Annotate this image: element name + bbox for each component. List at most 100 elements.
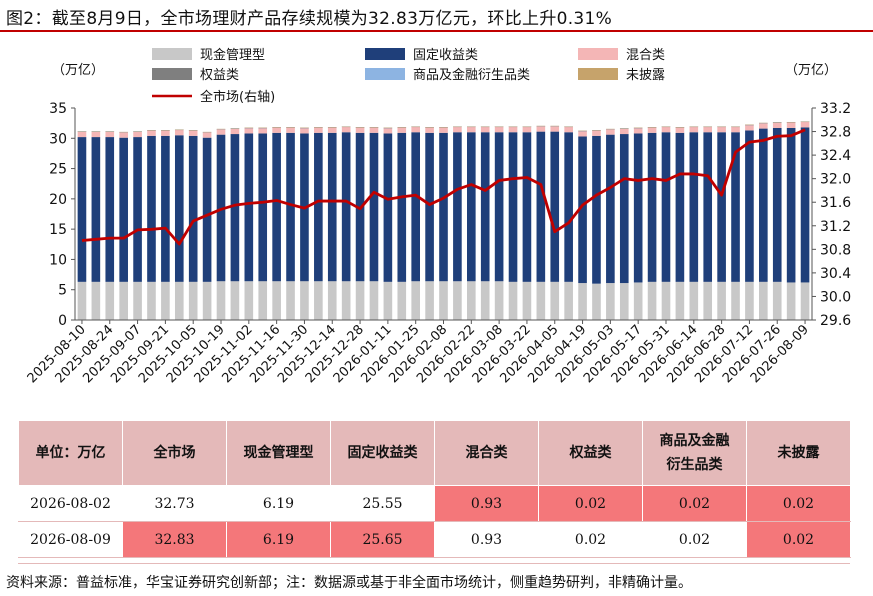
bar-segment <box>647 132 657 282</box>
bar-segment <box>759 281 768 320</box>
bar-segment <box>508 132 518 282</box>
left-axis-unit: （万亿） <box>52 63 104 78</box>
table-header-mixed: 混合类 <box>434 420 539 486</box>
bar-segment <box>300 127 309 134</box>
bar-segment <box>272 281 281 320</box>
bar-segment <box>439 127 448 133</box>
bar-segment <box>661 132 671 282</box>
bar-segment <box>119 137 128 282</box>
bar-segment <box>759 128 768 282</box>
bar-segment <box>522 132 532 282</box>
bar-segment <box>105 281 115 320</box>
bar-segment <box>230 128 240 135</box>
legend-label: 全市场(右轴) <box>200 89 275 105</box>
legend-label: 权益类 <box>200 67 239 83</box>
bar-segment <box>133 281 142 320</box>
bar-segment <box>800 121 810 128</box>
bar-segment <box>717 126 726 133</box>
bar-segment <box>522 126 532 133</box>
bar-segment <box>564 132 573 282</box>
bar-segment <box>369 127 379 133</box>
right-tick-label: 32.0 <box>820 172 851 188</box>
table-row: 2026-08-02 32.73 6.19 25.55 0.93 0.02 0.… <box>18 485 851 522</box>
bar-segment <box>91 137 101 282</box>
bar-segment <box>578 136 587 284</box>
bar-segment <box>119 132 128 138</box>
bar-segment <box>397 132 407 282</box>
right-tick-label: 31.6 <box>820 195 851 211</box>
left-tick-label: 25 <box>49 162 67 178</box>
table-header-commodity-line2: 衍生品类 <box>666 457 723 473</box>
bar-segment <box>411 281 420 320</box>
bar-segment <box>508 126 518 133</box>
bar-segment <box>174 281 184 320</box>
right-tick-label: 32.4 <box>820 148 851 164</box>
bar-segment <box>536 126 546 132</box>
bar-segment <box>689 281 699 320</box>
bar-segment <box>536 131 546 282</box>
bar-segment <box>425 281 434 320</box>
bar-segment <box>772 281 782 320</box>
bar-segment <box>286 132 295 282</box>
table-header-commodity-line1: 商品及金融 <box>659 433 730 449</box>
table-row: 2026-08-09 32.83 6.19 25.65 0.93 0.02 0.… <box>18 521 851 558</box>
bar-segment <box>717 132 726 282</box>
bar-segment <box>174 129 184 136</box>
bar-segment <box>230 134 240 282</box>
right-tick-label: 30.8 <box>820 242 851 258</box>
legend-swatch <box>578 68 618 80</box>
table-header-unit: 单位：万亿 <box>18 420 123 486</box>
bar-segment <box>369 281 379 320</box>
bar-segment <box>633 133 643 283</box>
legend-swatch <box>152 68 192 80</box>
bar-segment <box>578 131 587 137</box>
bar-segment <box>494 132 504 282</box>
bar-segment <box>661 281 671 320</box>
bar-segment <box>550 281 560 320</box>
bar-segment <box>327 127 337 133</box>
table-cell: 0.93 <box>434 521 539 558</box>
bar-segment <box>202 132 212 138</box>
bar-segment <box>77 281 87 320</box>
table-cell: 32.73 <box>122 485 227 522</box>
bar-segment <box>341 281 351 320</box>
bar-segment <box>606 134 615 284</box>
bar-segment <box>592 130 601 136</box>
table-cell-date: 2026-08-09 <box>18 521 123 558</box>
bar-segment <box>133 131 142 138</box>
bar-segment <box>77 131 87 138</box>
bar-segment <box>411 132 420 282</box>
bar-segment <box>550 131 560 282</box>
bar-segment <box>300 281 309 320</box>
table-cell-highlight: 0.02 <box>746 521 851 558</box>
table-bottom-rule <box>18 563 850 564</box>
table-cell-highlight: 0.02 <box>642 485 747 522</box>
table-header-cash: 现金管理型 <box>226 420 331 486</box>
table-cell: 6.19 <box>226 485 331 522</box>
legend-swatch <box>578 48 618 60</box>
left-tick-label: 10 <box>49 252 67 268</box>
right-tick-label: 29.6 <box>820 313 851 329</box>
right-tick-label: 33.2 <box>820 101 851 117</box>
legend-swatch <box>365 68 405 80</box>
legend-label: 固定收益类 <box>413 48 478 63</box>
bar-segment <box>425 132 434 282</box>
left-tick-label: 30 <box>49 131 67 147</box>
bar-segment <box>397 127 407 133</box>
bar-segment <box>675 281 685 320</box>
summary-table: 单位：万亿 全市场 现金管理型 固定收益类 混合类 权益类 商品及金融 衍生品类… <box>18 420 851 558</box>
bar-segment <box>480 132 490 282</box>
bar-segment <box>369 132 379 282</box>
bar-segment <box>202 137 212 282</box>
bar-segment <box>703 126 713 133</box>
table-cell-highlight: 0.93 <box>434 485 539 522</box>
bar-segment <box>772 122 782 128</box>
bar-segment <box>619 134 629 284</box>
table-header-equity: 权益类 <box>538 420 643 486</box>
table-cell-highlight: 0.02 <box>746 485 851 522</box>
bar-segment <box>633 127 643 134</box>
table-cell: 0.02 <box>538 521 643 558</box>
bar-segment <box>216 281 226 320</box>
right-tick-label: 31.2 <box>820 219 851 235</box>
